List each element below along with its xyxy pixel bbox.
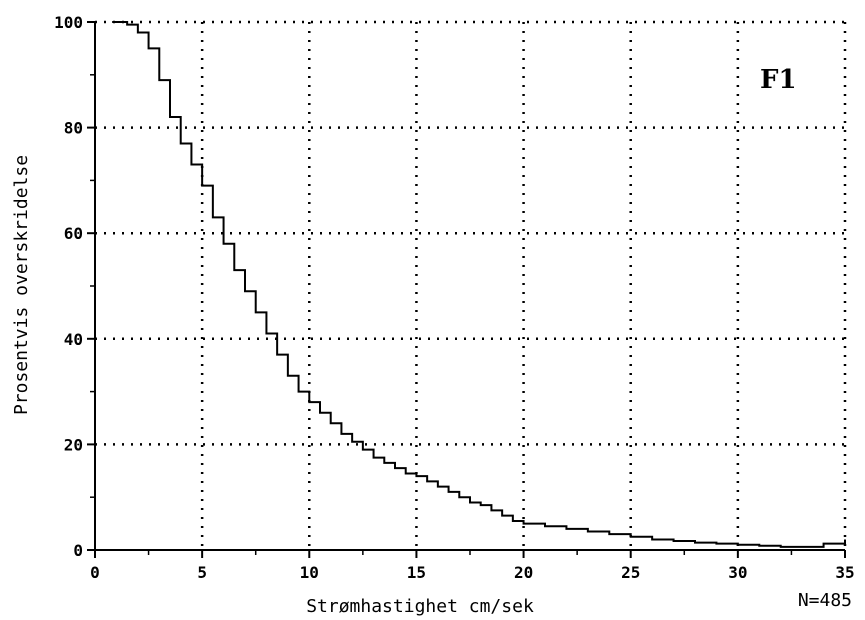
series [112, 21, 846, 548]
panel-label: F1 [760, 65, 797, 95]
x-tick-label-3: 15 [407, 563, 426, 582]
y-tick-label-5: 100 [54, 13, 83, 32]
ticks: 0 5 10 15 20 25 30 35 0 20 40 60 80 100 [54, 13, 855, 582]
x-axis-title: Strømhastighet cm/sek [306, 596, 534, 617]
x-tick-label-1: 5 [197, 563, 207, 582]
x-tick-label-6: 30 [728, 563, 747, 582]
grid [95, 20, 847, 550]
x-tick-label-4: 20 [514, 563, 533, 582]
y-tick-label-0: 0 [73, 541, 83, 560]
x-tick-label-2: 10 [300, 563, 319, 582]
series-line-0 [112, 21, 846, 548]
sample-size-label: N=485 [798, 590, 852, 611]
y-axis-title: Prosentvis overskridelse [11, 155, 32, 415]
x-tick-label-0: 0 [90, 563, 100, 582]
axes [94, 22, 845, 551]
y-tick-label-3: 60 [64, 224, 83, 243]
y-tick-label-4: 80 [64, 119, 83, 138]
y-tick-label-1: 20 [64, 435, 83, 454]
x-tick-label-5: 25 [621, 563, 640, 582]
y-tick-label-2: 40 [64, 330, 83, 349]
x-tick-label-7: 35 [835, 563, 854, 582]
